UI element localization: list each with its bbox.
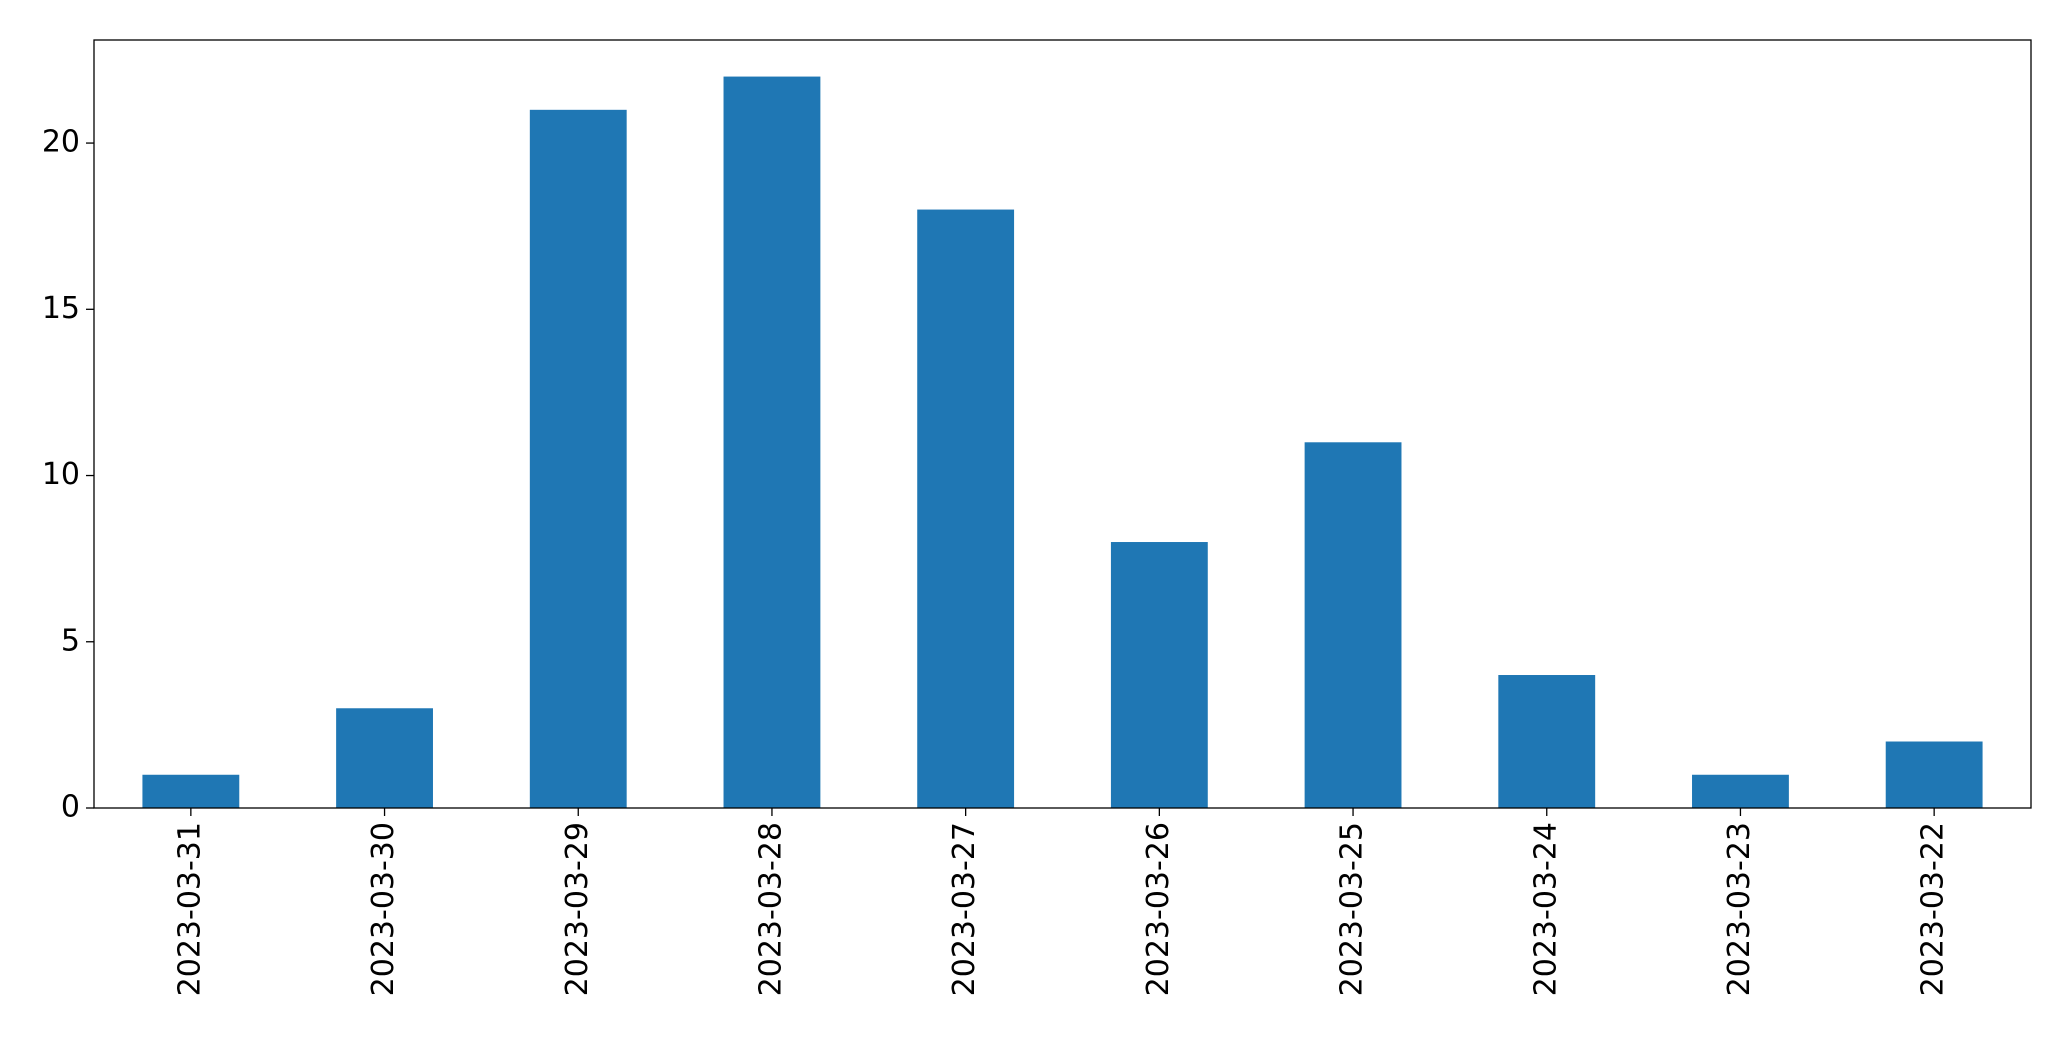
y-tick-label: 20 (42, 125, 80, 160)
bar (1885, 741, 1983, 808)
bar (1498, 675, 1596, 808)
bar (917, 209, 1015, 808)
x-tick-label: 2023-03-27 (947, 822, 982, 996)
x-tick-label: 2023-03-29 (560, 822, 595, 996)
x-tick-label: 2023-03-30 (366, 822, 401, 996)
x-tick-label: 2023-03-31 (172, 822, 207, 996)
bar (1110, 542, 1208, 808)
y-tick-label: 0 (61, 790, 80, 825)
y-tick-label: 5 (61, 623, 80, 658)
x-tick-label: 2023-03-22 (1916, 822, 1951, 996)
bar (529, 109, 627, 809)
x-tick-label: 2023-03-26 (1141, 822, 1176, 996)
x-tick-label: 2023-03-25 (1335, 822, 1370, 996)
bar (1692, 774, 1789, 808)
bar (336, 708, 433, 808)
plot-frame (93, 39, 2032, 809)
bar (1304, 442, 1402, 808)
x-tick-label: 2023-03-23 (1722, 822, 1757, 996)
y-tick-label: 15 (42, 291, 80, 326)
bar (142, 774, 240, 808)
bar (723, 76, 821, 809)
x-tick-label: 2023-03-24 (1528, 822, 1563, 996)
x-tick-label: 2023-03-28 (753, 822, 788, 996)
y-tick-label: 10 (42, 457, 80, 492)
